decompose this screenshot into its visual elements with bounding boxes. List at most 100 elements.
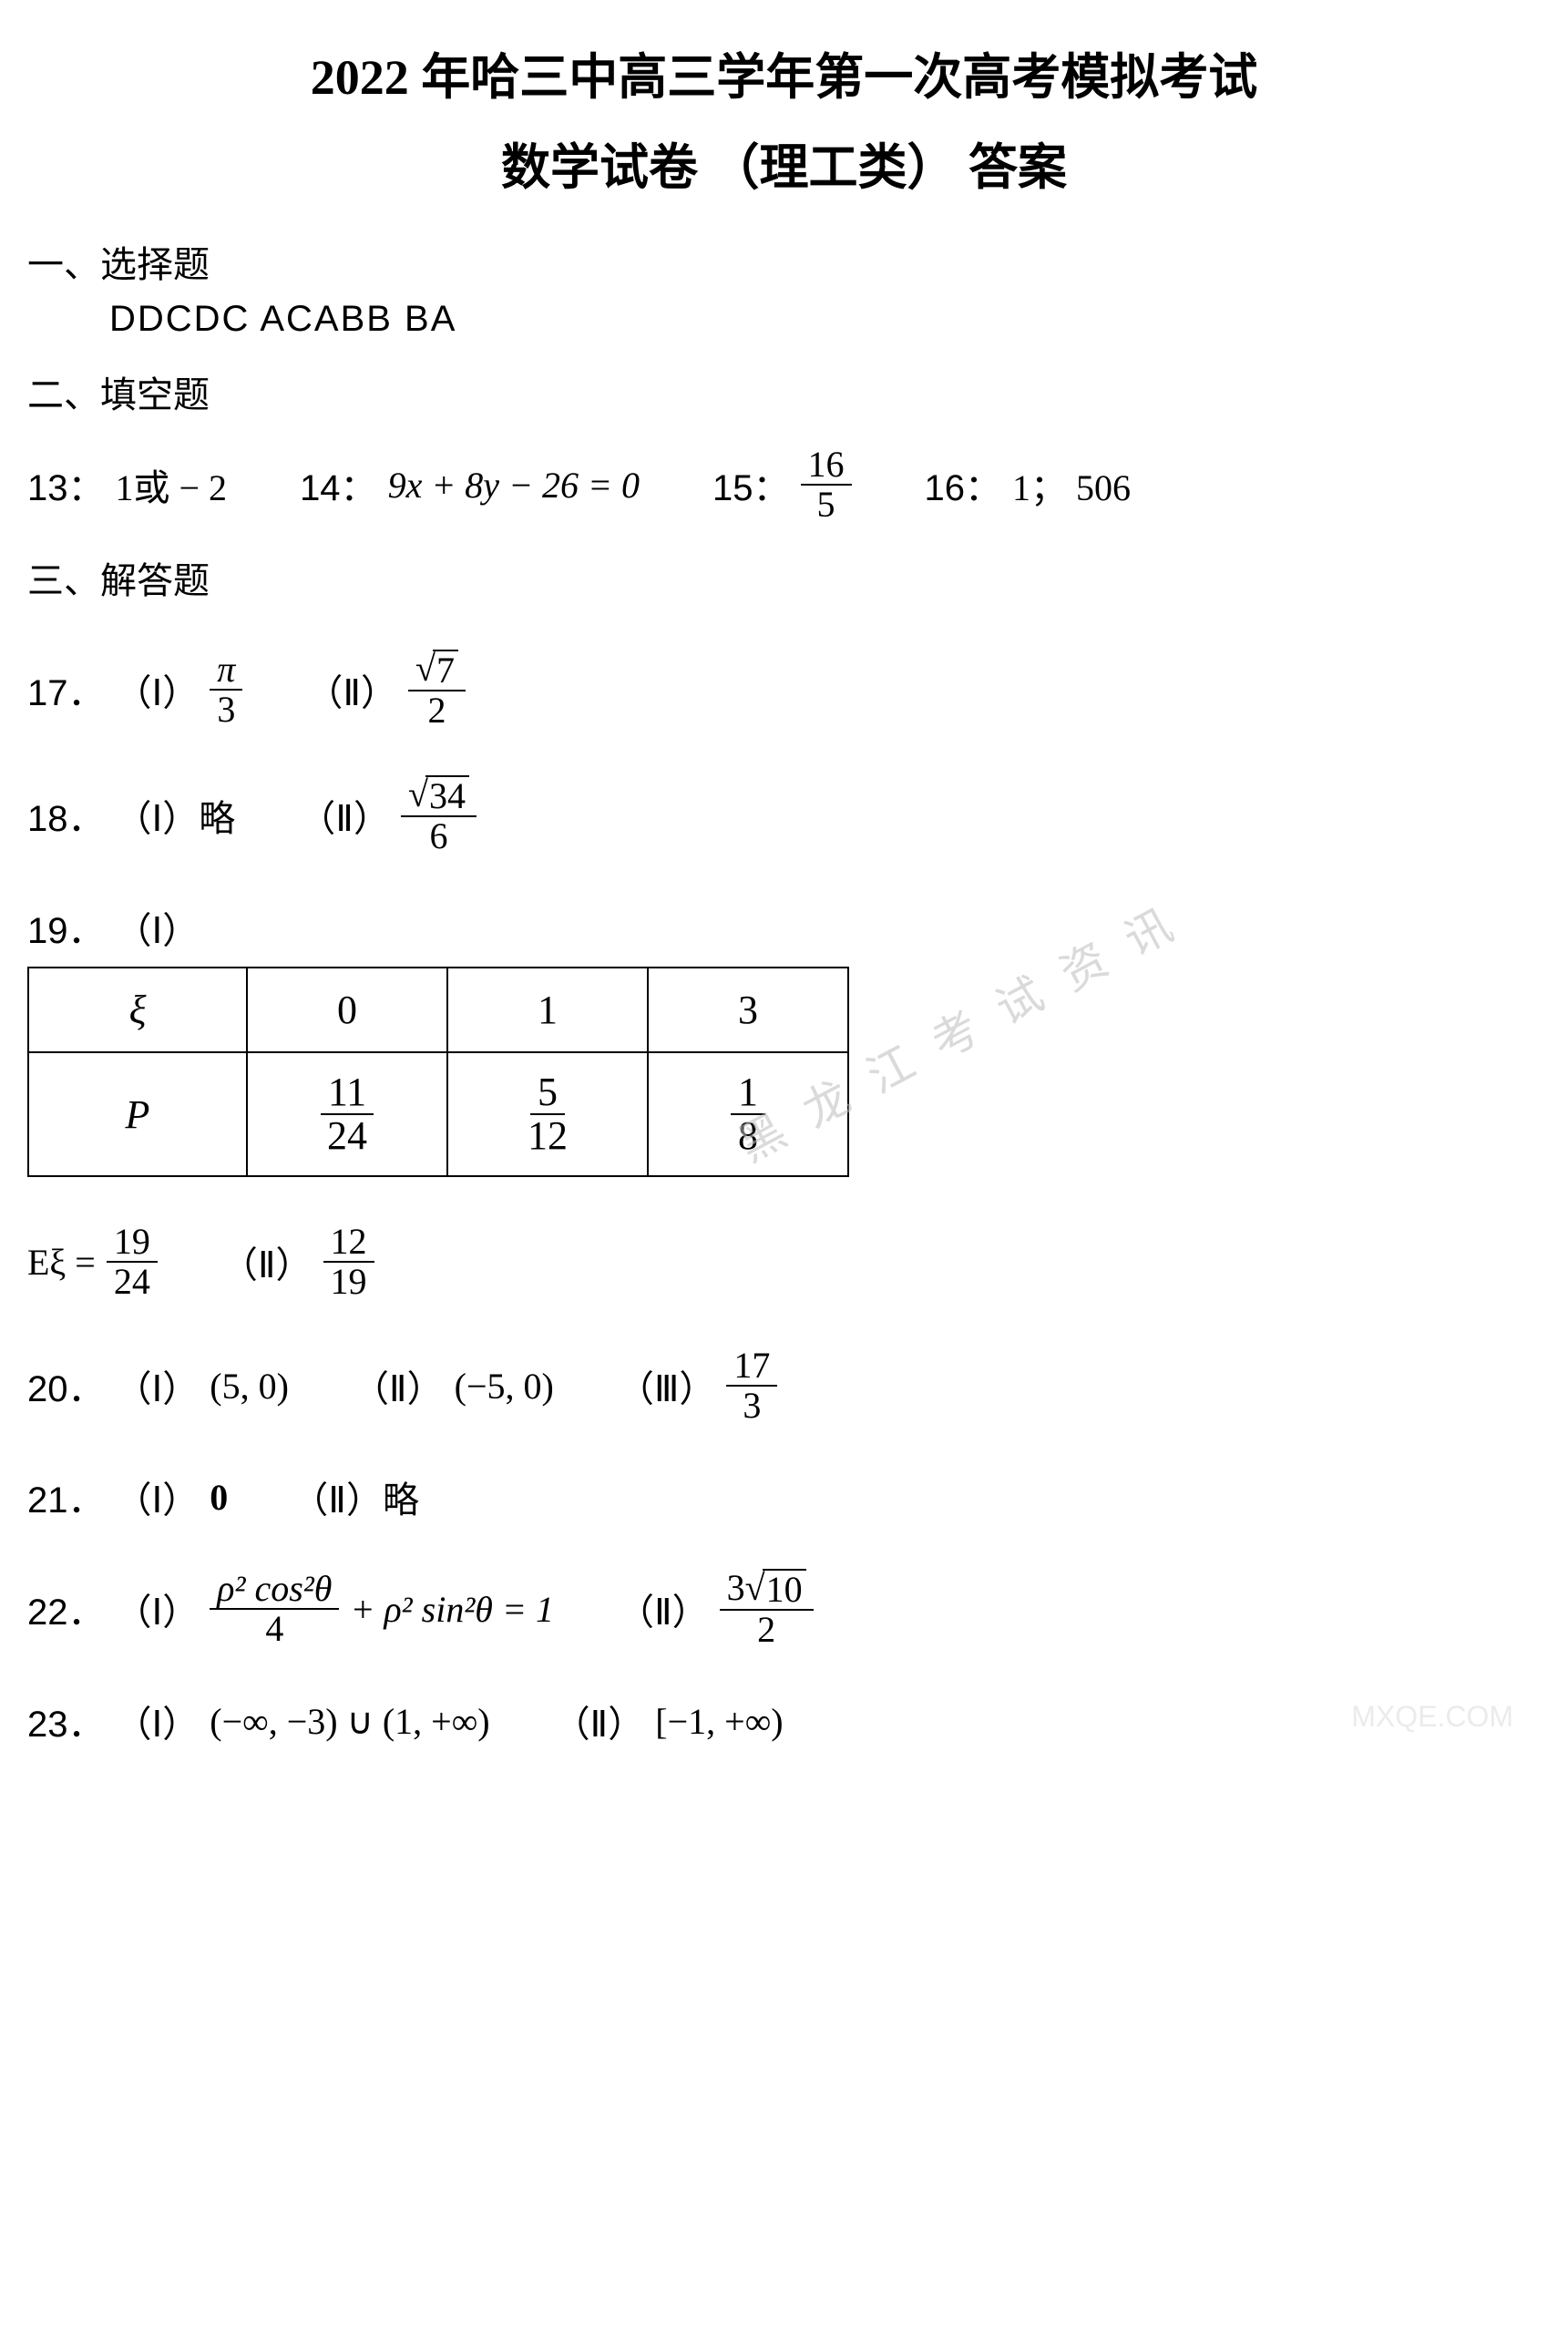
q17-p2-label: （Ⅱ） xyxy=(306,663,397,716)
q17-p1-num: π xyxy=(210,650,242,691)
prob-1: 5 12 xyxy=(520,1071,575,1157)
q18-label: 18． xyxy=(27,789,105,842)
q17-row: 17． （Ⅰ） π 3 （Ⅱ） √7 2 xyxy=(27,650,1541,730)
q20-p1-answer: (5, 0) xyxy=(210,1365,289,1408)
q14-label: 14： xyxy=(300,458,377,511)
q23-p2-answer: [−1, +∞) xyxy=(655,1700,783,1743)
p1-den: 12 xyxy=(520,1115,575,1157)
q23-p2-label: （Ⅱ） xyxy=(554,1695,645,1747)
q22-p2-answer: 3√10 2 xyxy=(720,1569,814,1649)
q19-e-label: Eξ = xyxy=(27,1241,96,1284)
q19-table: ξ 0 1 3 P 11 24 5 12 1 8 xyxy=(27,967,849,1177)
q18-p1: （Ⅰ）略 xyxy=(116,789,236,842)
q22-eq-mid: + ρ² sin²θ = 1 xyxy=(350,1588,554,1631)
q23-label: 23． xyxy=(27,1695,105,1747)
q17-label: 17． xyxy=(27,663,105,716)
q16-label: 16： xyxy=(925,458,1002,511)
q22-p2-rad: 10 xyxy=(763,1569,806,1609)
fill-row: 13： 1或 − 2 14： 9x + 8y − 26 = 0 15： 16 5… xyxy=(27,445,1541,524)
q14: 14： 9x + 8y − 26 = 0 xyxy=(300,458,640,511)
mc-answers: DDCDC ACABB BA xyxy=(109,299,1541,340)
q17-p1-den: 3 xyxy=(210,691,242,729)
p0-num: 11 xyxy=(321,1071,374,1115)
table-row: P 11 24 5 12 1 8 xyxy=(28,1052,848,1176)
p1-num: 5 xyxy=(530,1071,565,1115)
prob-0: 11 24 xyxy=(320,1071,374,1157)
q19-e-value: 19 24 xyxy=(107,1223,158,1301)
q17-p1-label: （Ⅰ） xyxy=(116,663,200,716)
q13: 13： 1或 − 2 xyxy=(27,458,227,511)
q20-p1-label: （Ⅰ） xyxy=(116,1359,200,1412)
q18-row: 18． （Ⅰ）略 （Ⅱ） √34 6 xyxy=(27,775,1541,855)
q21-p1-answer: 0 xyxy=(210,1476,228,1519)
q19-e-num: 19 xyxy=(107,1223,158,1263)
q22-eq-d1: 4 xyxy=(258,1610,291,1648)
q20-row: 20． （Ⅰ） (5, 0) （Ⅱ） (−5, 0) （Ⅲ） 17 3 xyxy=(27,1347,1541,1425)
q22-row: 22． （Ⅰ） ρ² cos²θ 4 + ρ² sin²θ = 1 （Ⅱ） 3√… xyxy=(27,1569,1541,1649)
q20-p2-label: （Ⅱ） xyxy=(353,1359,444,1412)
xi-label: ξ xyxy=(129,988,147,1032)
q20-p3-answer: 17 3 xyxy=(726,1347,777,1425)
p2-den: 8 xyxy=(731,1115,765,1157)
q14-answer: 9x + 8y − 26 = 0 xyxy=(388,464,640,507)
section-mc-head: 一、选择题 xyxy=(27,235,1541,288)
q19-head: 19． （Ⅰ） xyxy=(27,901,1541,954)
q19-p2-answer: 12 19 xyxy=(323,1223,374,1301)
q16-answer: 1； 506 xyxy=(1012,458,1131,511)
q18-p2-den: 6 xyxy=(422,817,455,855)
q15-den: 5 xyxy=(810,486,843,524)
q20-p3-den: 3 xyxy=(735,1387,768,1425)
q19-p1-label: （Ⅰ） xyxy=(116,901,200,954)
xi-val-0: 0 xyxy=(247,968,447,1052)
q23-row: 23． （Ⅰ） (−∞, −3) ∪ (1, +∞) （Ⅱ） [−1, +∞) xyxy=(27,1695,1541,1747)
prob-2: 1 8 xyxy=(731,1071,765,1157)
q13-label: 13： xyxy=(27,458,105,511)
q22-eq-n1: ρ² cos²θ xyxy=(210,1570,339,1610)
q15-answer: 16 5 xyxy=(801,445,852,524)
q20-p3-num: 17 xyxy=(726,1347,777,1387)
page-subtitle: 数学试卷 （理工类） 答案 xyxy=(27,127,1541,199)
q17-p2-rad: 7 xyxy=(433,650,458,690)
q19-p2-den: 19 xyxy=(323,1263,374,1301)
p0-den: 24 xyxy=(320,1115,374,1157)
q19-p2-num: 12 xyxy=(323,1223,374,1263)
q22-p2-label: （Ⅱ） xyxy=(618,1582,709,1635)
q19-p2-label: （Ⅱ） xyxy=(221,1235,313,1288)
q13-answer: 1或 − 2 xyxy=(116,458,228,511)
q20-p3-label: （Ⅲ） xyxy=(618,1359,716,1412)
page-title: 2022 年哈三中高三学年第一次高考模拟考试 xyxy=(27,36,1541,108)
p-label: P xyxy=(126,1092,150,1137)
section-solve-head: 三、解答题 xyxy=(27,551,1541,604)
q21-p2: （Ⅱ）略 xyxy=(292,1470,419,1523)
q17-p2-den: 2 xyxy=(421,691,454,730)
table-row: ξ 0 1 3 xyxy=(28,968,848,1052)
q15-label: 15： xyxy=(712,458,790,511)
section-fill-head: 二、填空题 xyxy=(27,365,1541,418)
q20-label: 20． xyxy=(27,1359,105,1412)
q23-p1-answer: (−∞, −3) ∪ (1, +∞) xyxy=(210,1700,489,1743)
q22-p1-label: （Ⅰ） xyxy=(116,1582,200,1635)
p2-num: 1 xyxy=(731,1071,765,1115)
q22-p2-den: 2 xyxy=(750,1611,783,1649)
q23-p1-label: （Ⅰ） xyxy=(116,1695,200,1747)
xi-val-2: 3 xyxy=(648,968,848,1052)
q20-p2-answer: (−5, 0) xyxy=(455,1365,554,1408)
q17-p2-answer: √7 2 xyxy=(408,650,466,730)
q17-p1-answer: π 3 xyxy=(210,650,242,729)
q22-frac1: ρ² cos²θ 4 xyxy=(210,1570,339,1648)
q16: 16： 1； 506 xyxy=(925,458,1132,511)
q18-p2-rad: 34 xyxy=(425,775,469,815)
q21-label: 21． xyxy=(27,1470,105,1523)
q19-e-den: 24 xyxy=(107,1263,158,1301)
q22-p2-coef: 3 xyxy=(727,1567,745,1608)
q21-row: 21． （Ⅰ） 0 （Ⅱ）略 xyxy=(27,1470,1541,1523)
q22-label: 22． xyxy=(27,1582,105,1635)
q18-p2-label: （Ⅱ） xyxy=(299,789,390,842)
xi-val-1: 1 xyxy=(447,968,648,1052)
q19-label: 19． xyxy=(27,901,105,954)
q21-p1-label: （Ⅰ） xyxy=(116,1470,200,1523)
q18-p2-answer: √34 6 xyxy=(401,775,477,855)
q19-expect-row: Eξ = 19 24 （Ⅱ） 12 19 xyxy=(27,1223,1541,1301)
q15: 15： 16 5 xyxy=(712,445,852,524)
q15-num: 16 xyxy=(801,445,852,486)
